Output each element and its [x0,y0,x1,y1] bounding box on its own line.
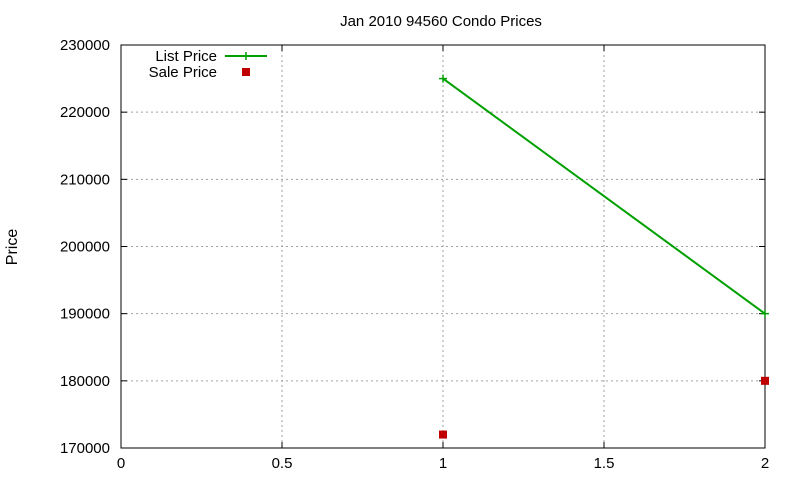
legend-marker-list-price [242,52,250,60]
x-tick-label: 1 [439,455,447,472]
list-price-point [439,74,447,83]
y-tick-label: 210000 [60,171,110,188]
y-tick-label: 230000 [60,37,110,54]
x-tick-label: 0.5 [272,455,293,472]
list-price-line [442,77,766,315]
list-price-point [761,309,769,318]
y-tick-label: 200000 [60,239,110,256]
y-tick-label: 170000 [60,440,110,457]
grid-lines [121,45,765,448]
legend-marker-sale-price [242,68,250,76]
legend-label-list-price: List Price [155,48,217,65]
x-tick-label: 2 [761,455,769,472]
y-tick-label: 220000 [60,104,110,121]
x-tick-label: 1.5 [594,455,615,472]
tick-labels: 170000 180000 190000 200000 210000 220000 2300… [60,37,769,472]
x-tick-label: 0 [117,455,125,472]
legend-label-sale-price: Sale Price [149,64,217,81]
chart-title: Jan 2010 94560 Condo Prices [340,13,542,30]
plot-frame [120,44,766,449]
y-axis-label: Price [4,229,21,266]
sale-price-point [761,376,769,385]
series-layer [439,74,769,439]
y-tick-label: 180000 [60,373,110,390]
sale-price-point [439,430,447,439]
y-tick-label: 190000 [60,306,110,323]
